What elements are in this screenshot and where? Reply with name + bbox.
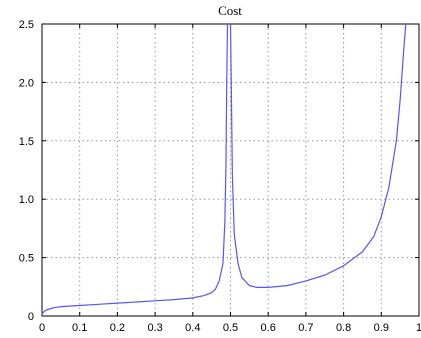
- y-tick-label: 0: [28, 311, 34, 323]
- y-tick-label: 2.5: [19, 19, 34, 31]
- y-tick-label: 2.0: [19, 77, 34, 89]
- x-tick-label: 0.6: [261, 322, 276, 334]
- y-tick-label: 1.0: [19, 194, 34, 206]
- y-tick-label: 1.5: [19, 136, 34, 148]
- x-tick-labels: 0 0.1 0.2 0.3 0.4 0.5 0.6 0.7 0.8 0.9 1: [39, 322, 421, 334]
- y-tick-label: 0.5: [19, 253, 34, 265]
- y-tick-labels: 0 0.5 1.0 1.5 2.0 2.5: [19, 19, 34, 323]
- x-tick-label: 0.3: [147, 322, 162, 334]
- x-tick-label: 0.8: [336, 322, 351, 334]
- tick-marks: [41, 23, 420, 317]
- x-tick-label: 0.4: [185, 322, 200, 334]
- x-tick-label: 0.2: [110, 322, 125, 334]
- x-tick-label: 1: [416, 322, 421, 334]
- x-tick-label: 0.9: [374, 322, 389, 334]
- cost-line-segment-1: [41, 23, 229, 315]
- cost-line-segment-2: [229, 23, 407, 288]
- x-tick-label: 0.1: [72, 322, 87, 334]
- x-tick-label: 0.7: [298, 322, 313, 334]
- cost-series: [41, 23, 407, 315]
- grid-lines: [42, 24, 419, 316]
- x-tick-label: 0.5: [223, 322, 238, 334]
- x-tick-label: 0: [39, 322, 45, 334]
- chart-title: Cost: [218, 3, 242, 18]
